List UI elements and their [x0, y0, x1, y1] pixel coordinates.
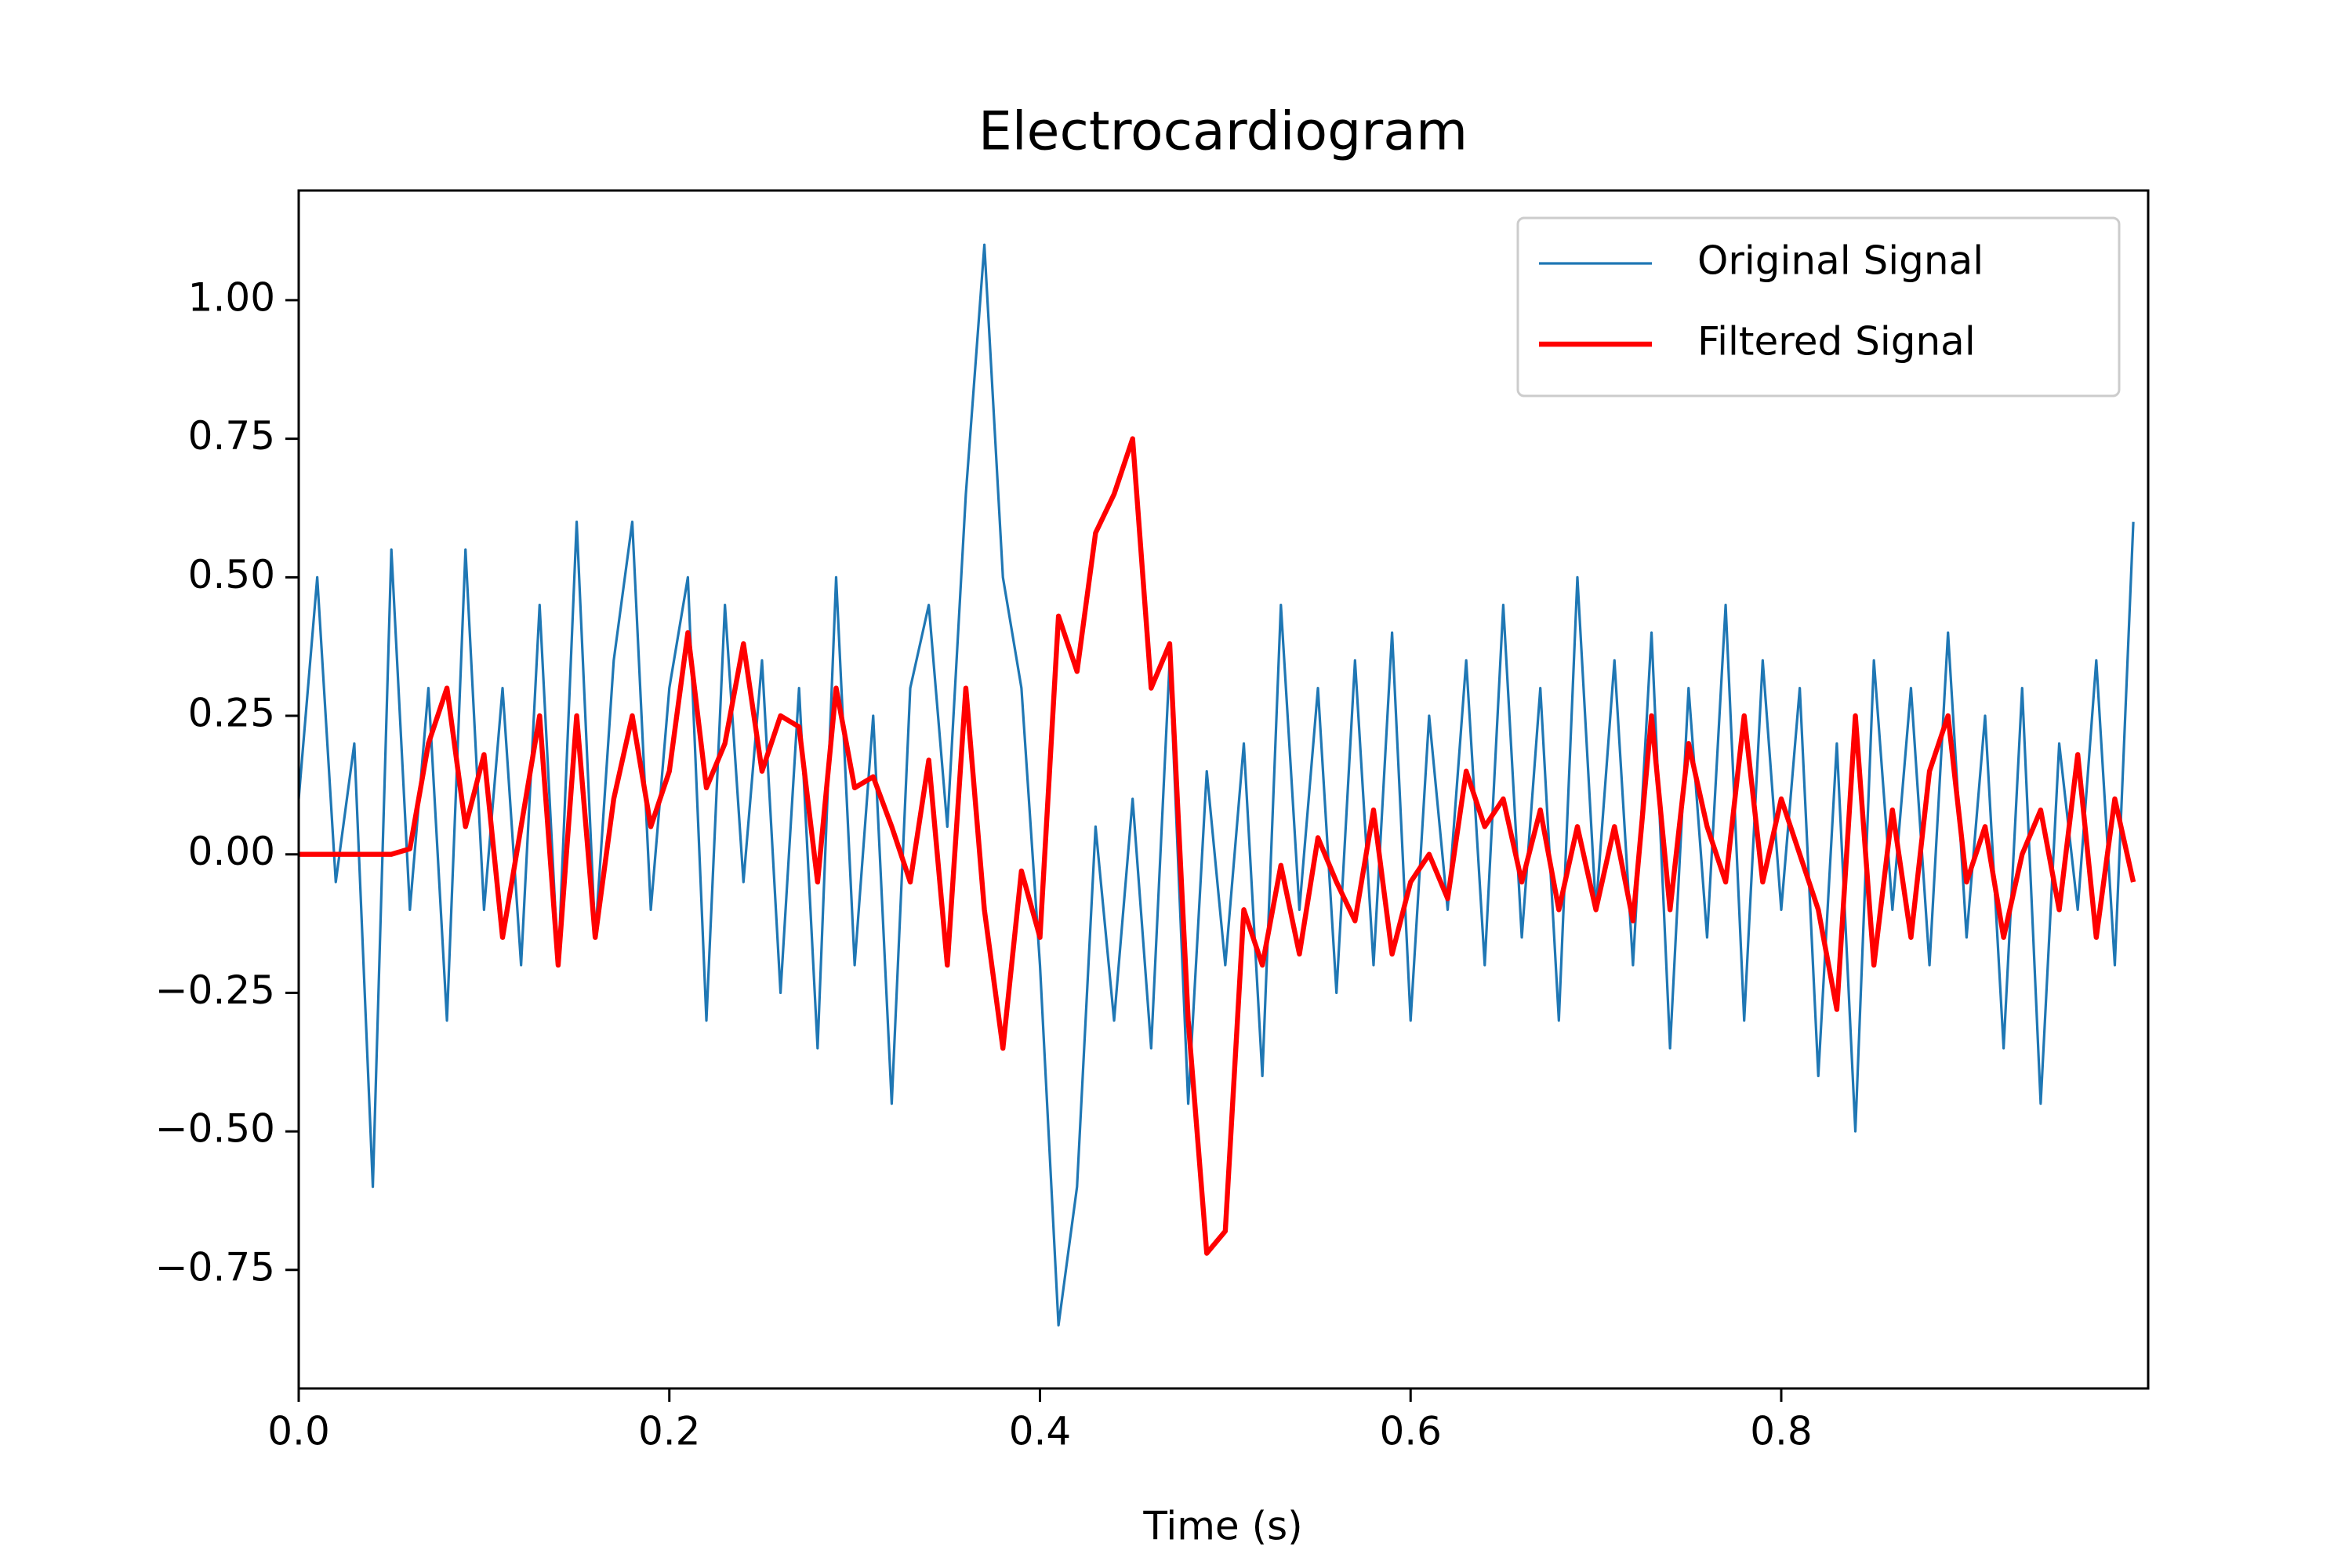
- series-line: [299, 436, 2136, 1256]
- legend-label: Filtered Signal: [1697, 319, 1976, 365]
- x-axis-label: Time (s): [1142, 1504, 1302, 1549]
- legend-label: Original Signal: [1697, 238, 1984, 284]
- y-tick-label: 0.00: [188, 829, 275, 874]
- x-tick-label: 0.6: [1379, 1409, 1442, 1454]
- y-tick-label: −0.75: [155, 1244, 275, 1290]
- x-tick-label: 0.4: [1009, 1409, 1072, 1454]
- x-tick-label: 0.0: [267, 1409, 330, 1454]
- y-tick-label: 0.75: [188, 413, 275, 459]
- x-tick-label: 0.8: [1750, 1409, 1813, 1454]
- chart-title: Electrocardiogram: [978, 101, 1468, 163]
- legend-box: [1516, 216, 2121, 397]
- y-tick-label: −0.50: [155, 1106, 275, 1152]
- plot-area: [299, 243, 2136, 1327]
- series-line: [299, 243, 2135, 1327]
- y-tick-label: 0.25: [188, 691, 275, 736]
- x-tick-label: 0.2: [638, 1409, 701, 1454]
- y-tick-label: 0.50: [188, 552, 275, 597]
- y-tick-label: −0.25: [155, 967, 275, 1013]
- axes-frame: [297, 189, 2150, 1390]
- y-tick-label: 1.00: [188, 274, 275, 320]
